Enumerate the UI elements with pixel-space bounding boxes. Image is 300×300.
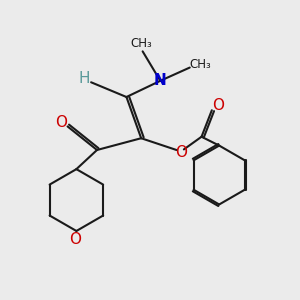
Text: O: O xyxy=(69,232,81,247)
Text: CH₃: CH₃ xyxy=(130,37,152,50)
Text: O: O xyxy=(175,146,187,160)
Text: O: O xyxy=(55,116,67,130)
Text: CH₃: CH₃ xyxy=(189,58,211,71)
Text: N: N xyxy=(154,73,167,88)
Text: O: O xyxy=(212,98,224,113)
Text: H: H xyxy=(79,71,90,86)
